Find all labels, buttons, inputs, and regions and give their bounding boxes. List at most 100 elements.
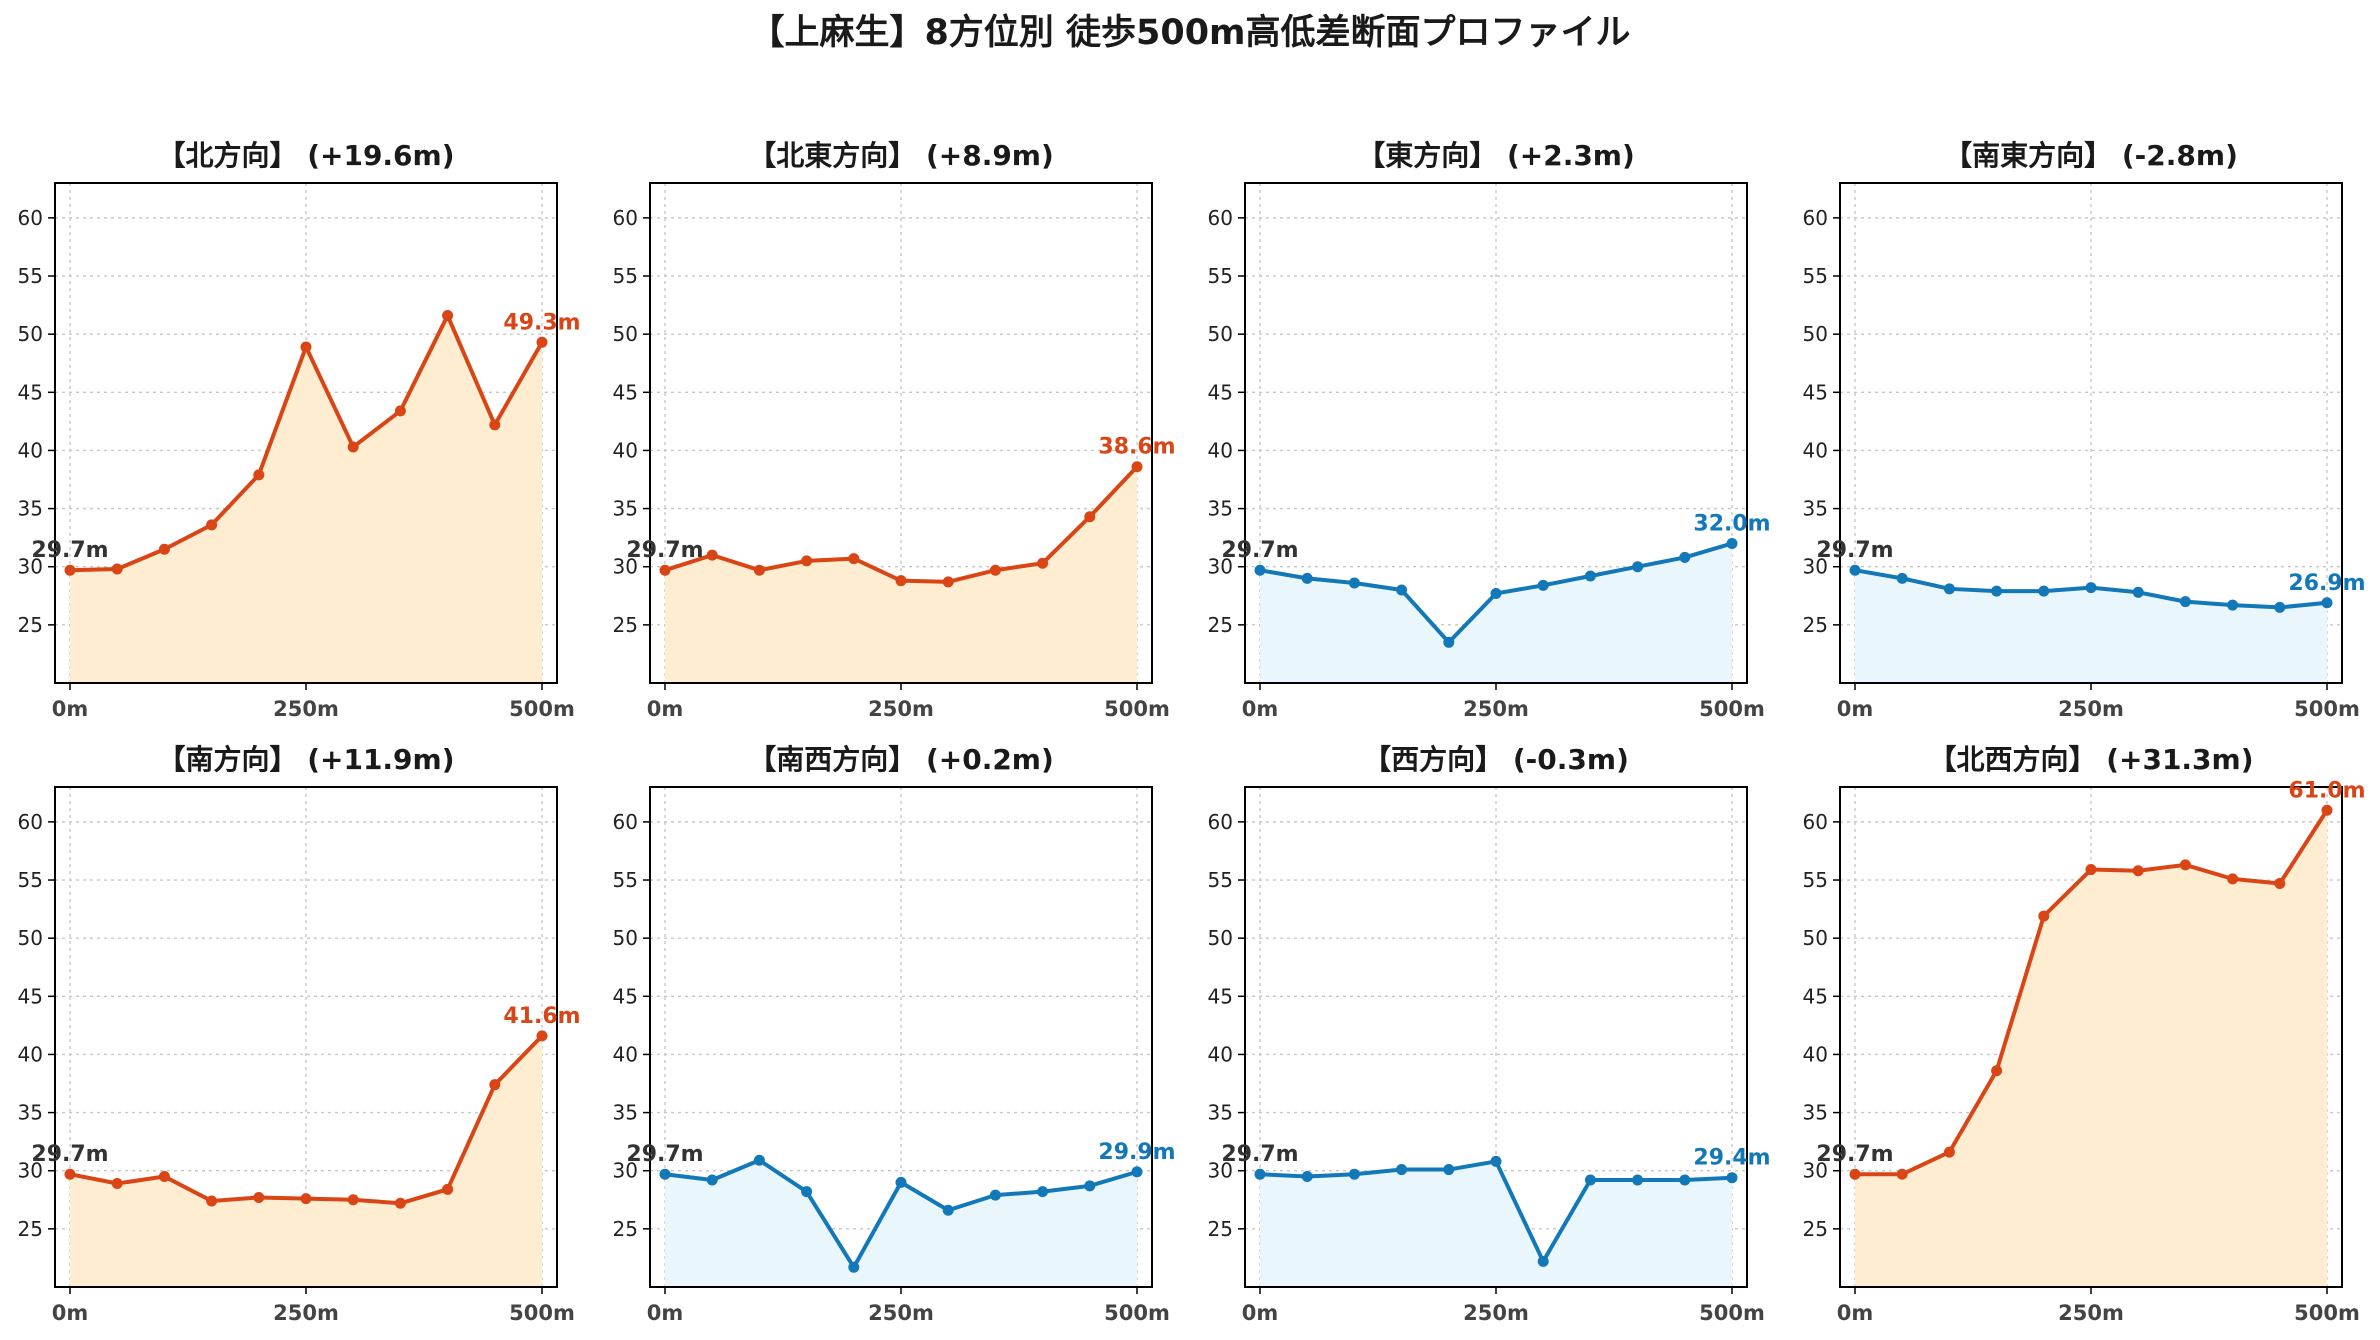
start-elevation-label: 29.7m xyxy=(1221,538,1298,563)
x-tick-label: 0m xyxy=(1837,1301,1874,1325)
start-elevation-label: 29.7m xyxy=(1816,538,1893,563)
y-tick-label: 60 xyxy=(1208,206,1233,230)
y-tick-label: 45 xyxy=(18,984,43,1008)
data-point xyxy=(253,1191,265,1203)
chart-panel-3: 25 30 35 40 45 50 55 60 0m 250m 500m 【南東方向】 (-2.8m)… xyxy=(1803,139,2366,721)
data-point xyxy=(2038,910,2050,922)
data-point xyxy=(489,1079,501,1091)
elevation-area xyxy=(665,1160,1137,1287)
data-point xyxy=(942,576,954,588)
y-tick-label: 25 xyxy=(613,613,638,637)
y-tick-label: 30 xyxy=(613,1159,638,1183)
data-point xyxy=(1726,1172,1738,1184)
data-point xyxy=(1301,572,1313,584)
data-point xyxy=(1490,1155,1502,1167)
data-point xyxy=(1348,577,1360,589)
y-tick-label: 30 xyxy=(1803,555,1828,579)
y-tick-label: 30 xyxy=(1803,1159,1828,1183)
data-point xyxy=(1991,585,2003,597)
data-point xyxy=(2038,585,2050,597)
panel-title: 【東方向】 (+2.3m) xyxy=(1357,139,1635,172)
y-tick-label: 45 xyxy=(1208,984,1233,1008)
x-tick-label: 0m xyxy=(1837,697,1874,721)
y-tick-label: 40 xyxy=(613,438,638,462)
data-point xyxy=(489,419,501,431)
data-point xyxy=(1896,1168,1908,1180)
data-point xyxy=(1301,1171,1313,1183)
y-tick-label: 60 xyxy=(613,206,638,230)
data-point xyxy=(300,1193,312,1205)
x-tick-label: 250m xyxy=(273,697,339,721)
data-point xyxy=(2274,878,2286,890)
y-tick-label: 30 xyxy=(18,1159,43,1183)
y-tick-label: 25 xyxy=(18,1217,43,1241)
data-point xyxy=(1037,557,1049,569)
data-point xyxy=(1396,1164,1408,1176)
chart-panel-5: 25 30 35 40 45 50 55 60 0m 250m 500m 【南西方向】 (+0.2m)… xyxy=(613,743,1176,1325)
x-tick-label: 0m xyxy=(647,1301,684,1325)
start-elevation-label: 29.7m xyxy=(1221,1142,1298,1167)
x-tick-label: 0m xyxy=(52,1301,89,1325)
data-point xyxy=(64,1168,76,1180)
data-point xyxy=(158,543,170,555)
data-point xyxy=(394,1197,406,1209)
elevation-area xyxy=(1260,1161,1732,1287)
x-tick-label: 500m xyxy=(2294,1301,2360,1325)
y-tick-label: 55 xyxy=(18,264,43,288)
data-point xyxy=(347,1194,359,1206)
start-elevation-label: 29.7m xyxy=(31,538,108,563)
data-point xyxy=(659,564,671,576)
chart-panel-1: 25 30 35 40 45 50 55 60 0m 250m 500m 【北東方向】 (+8.9m)… xyxy=(613,139,1176,721)
data-point xyxy=(253,469,265,481)
y-tick-label: 55 xyxy=(1208,868,1233,892)
data-point xyxy=(1254,564,1266,576)
data-point xyxy=(206,519,218,531)
y-tick-label: 60 xyxy=(1803,206,1828,230)
data-point xyxy=(111,563,123,575)
data-point xyxy=(2321,804,2333,816)
y-tick-label: 60 xyxy=(18,810,43,834)
y-tick-label: 55 xyxy=(1208,264,1233,288)
data-point xyxy=(1679,551,1691,563)
x-tick-label: 250m xyxy=(2058,697,2124,721)
x-tick-label: 500m xyxy=(509,1301,575,1325)
y-tick-label: 55 xyxy=(1803,868,1828,892)
x-tick-label: 250m xyxy=(868,1301,934,1325)
y-tick-label: 30 xyxy=(1208,555,1233,579)
elevation-area xyxy=(70,1035,542,1287)
data-point xyxy=(706,549,718,561)
data-point xyxy=(1443,636,1455,648)
y-tick-label: 30 xyxy=(18,555,43,579)
y-tick-label: 55 xyxy=(613,264,638,288)
elevation-area xyxy=(1855,570,2327,683)
y-tick-label: 25 xyxy=(1803,1217,1828,1241)
data-point xyxy=(848,1261,860,1273)
data-point xyxy=(753,1154,765,1166)
data-point xyxy=(1037,1186,1049,1198)
y-tick-label: 50 xyxy=(1208,322,1233,346)
y-tick-label: 35 xyxy=(1803,497,1828,521)
x-tick-label: 500m xyxy=(1699,697,1765,721)
data-point xyxy=(659,1168,671,1180)
panel-title: 【北西方向】 (+31.3m) xyxy=(1928,743,2253,776)
data-point xyxy=(2274,601,2286,613)
y-tick-label: 60 xyxy=(1803,810,1828,834)
data-point xyxy=(848,553,860,565)
end-elevation-label: 29.4m xyxy=(1693,1146,1770,1171)
y-tick-label: 25 xyxy=(1803,613,1828,637)
elevation-area xyxy=(1855,810,2327,1287)
y-tick-label: 35 xyxy=(613,1101,638,1125)
data-point xyxy=(1849,1168,1861,1180)
data-point xyxy=(1131,1166,1143,1178)
chart-panel-7: 25 30 35 40 45 50 55 60 0m 250m 500m 【北西方向】 (+31.3m… xyxy=(1803,743,2366,1325)
data-point xyxy=(536,1030,548,1042)
data-point xyxy=(801,555,813,567)
x-tick-label: 250m xyxy=(273,1301,339,1325)
data-point xyxy=(158,1171,170,1183)
data-point xyxy=(801,1186,813,1198)
y-tick-label: 50 xyxy=(1803,926,1828,950)
y-tick-label: 35 xyxy=(1208,497,1233,521)
data-point xyxy=(1726,537,1738,549)
